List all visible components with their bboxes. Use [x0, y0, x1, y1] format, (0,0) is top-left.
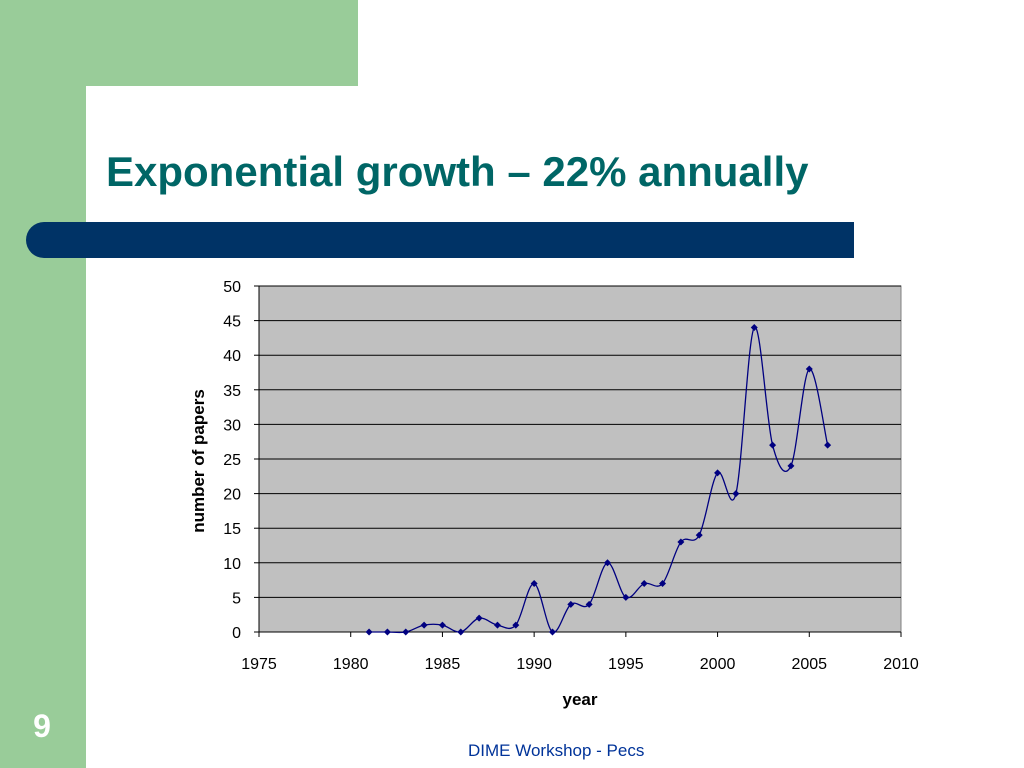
data-point-marker	[493, 621, 501, 629]
x-tick-label: 2010	[883, 656, 919, 673]
data-point-marker	[383, 628, 391, 636]
green-band-left	[0, 0, 86, 768]
y-tick-label: 50	[223, 279, 241, 296]
footer-text: DIME Workshop - Pecs	[468, 741, 645, 760]
data-point-marker	[750, 324, 758, 332]
x-axis-ticks: 1975 1980 1985 1990 1995 2000 2005 2010	[241, 632, 919, 673]
data-point-marker	[677, 538, 685, 546]
y-tick-label: 25	[223, 452, 241, 469]
data-point-marker	[769, 441, 777, 449]
x-tick-label: 2000	[700, 656, 736, 673]
data-point-marker	[438, 621, 446, 629]
x-tick-label: 1975	[241, 656, 277, 673]
data-point-marker	[805, 365, 813, 373]
slide-number: 9	[33, 708, 51, 744]
y-tick-label: 45	[223, 314, 241, 331]
data-point-marker	[512, 621, 520, 629]
grid-lines	[259, 285, 901, 598]
y-tick-label: 15	[223, 521, 241, 538]
y-tick-label: 10	[223, 556, 241, 573]
data-point-marker	[640, 580, 648, 588]
y-axis-label: number of papers	[189, 389, 208, 533]
x-tick-label: 2005	[791, 656, 827, 673]
x-tick-label: 1985	[425, 656, 461, 673]
series-line	[369, 326, 829, 634]
data-point-marker	[475, 614, 483, 622]
y-tick-label: 30	[223, 417, 241, 434]
data-point-marker	[604, 559, 612, 567]
data-point-marker	[457, 628, 465, 636]
data-point-marker	[567, 600, 575, 608]
data-point-marker	[548, 628, 556, 636]
data-point-marker	[402, 628, 410, 636]
series-layer	[365, 324, 832, 636]
y-tick-label: 20	[223, 487, 241, 504]
slide-title: Exponential growth – 22% annually	[106, 148, 809, 195]
data-point-marker	[530, 580, 538, 588]
data-point-marker	[585, 600, 593, 608]
data-point-marker	[714, 469, 722, 477]
y-tick-label: 35	[223, 383, 241, 400]
x-axis-label: year	[563, 690, 598, 709]
y-tick-label: 0	[232, 625, 241, 642]
x-tick-label: 1990	[516, 656, 552, 673]
x-tick-label: 1980	[333, 656, 369, 673]
data-point-marker	[365, 628, 373, 636]
data-point-marker	[420, 621, 428, 629]
data-point-marker	[695, 531, 703, 539]
data-point-marker	[732, 490, 740, 498]
data-point-marker	[824, 441, 832, 449]
data-point-marker	[622, 593, 630, 601]
data-point-marker	[787, 462, 795, 470]
y-tick-label: 40	[223, 348, 241, 365]
y-tick-label: 5	[232, 590, 241, 607]
title-underline-bar	[26, 222, 854, 258]
data-point-marker	[659, 580, 667, 588]
y-axis-ticks: 0 5 10 15 20 25 30 35 40 45 50	[223, 279, 259, 642]
x-tick-label: 1995	[608, 656, 644, 673]
